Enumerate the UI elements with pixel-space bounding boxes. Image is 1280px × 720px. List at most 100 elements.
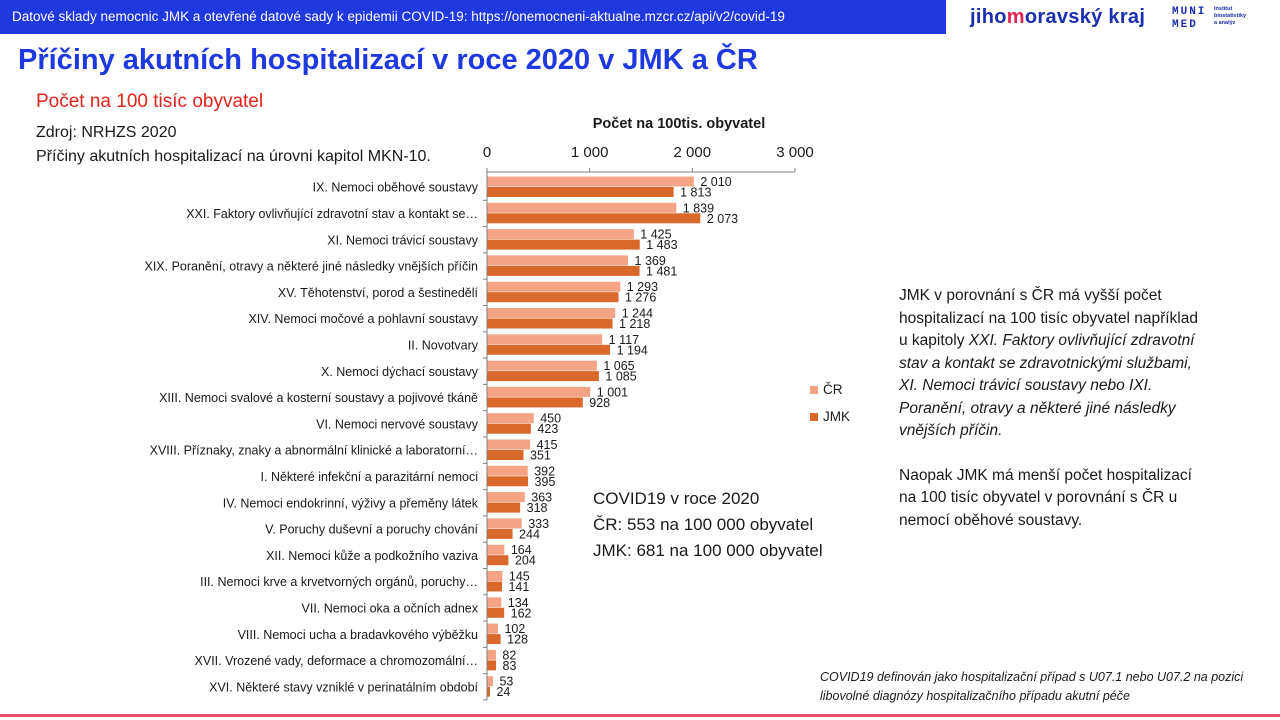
data-label-čr: 1 001 <box>597 385 628 399</box>
bar-jmk <box>487 476 529 487</box>
legend-swatch-čr <box>810 386 818 394</box>
category-label: VIII. Nemoci ucha a bradavkového výběžku <box>238 628 478 642</box>
bar-jmk <box>487 660 497 671</box>
bar-čr <box>487 413 534 424</box>
bar-čr <box>487 176 694 187</box>
data-label-jmk: 2 073 <box>707 212 738 226</box>
chart-title: Počet na 100tis. obyvatel <box>593 116 765 132</box>
category-label: XVII. Vrozené vady, deformace a chromozo… <box>195 654 478 668</box>
data-label-jmk: 351 <box>530 449 551 463</box>
data-label-jmk: 128 <box>507 633 528 647</box>
page-subtitle: Počet na 100 tisíc obyvatel <box>36 91 264 112</box>
category-label: XVI. Některé stavy vzniklé v perinatální… <box>209 680 478 694</box>
muni-institute-logo-text: Institut biostatistiky a analýz <box>1214 6 1247 26</box>
bar-jmk <box>487 371 599 382</box>
category-label: XXI. Faktory ovlivňující zdravotní stav … <box>186 207 478 221</box>
bar-čr <box>487 649 496 660</box>
bottom-divider <box>0 714 1280 717</box>
data-label-čr: 82 <box>502 648 516 662</box>
data-label-jmk: 1 813 <box>680 186 711 200</box>
data-label-jmk: 1 085 <box>605 370 636 384</box>
bar-jmk <box>487 292 619 303</box>
bar-čr <box>487 676 493 687</box>
bar-jmk <box>487 686 490 697</box>
data-label-jmk: 1 483 <box>646 238 677 252</box>
data-label-čr: 1 117 <box>609 333 639 347</box>
bar-jmk <box>487 344 611 355</box>
bar-čr <box>487 229 634 240</box>
data-label-čr: 134 <box>508 596 529 610</box>
bar-jmk <box>487 555 509 566</box>
category-label: XV. Těhotenství, porod a šestinedělí <box>278 286 479 300</box>
category-label: II. Novotvary <box>408 338 479 352</box>
bar-jmk <box>487 634 501 645</box>
legend-label-jmk: JMK <box>823 409 850 424</box>
category-label: X. Nemoci dýchací soustavy <box>321 365 479 379</box>
bar-čr <box>487 571 503 581</box>
data-label-jmk: 204 <box>515 554 536 568</box>
data-label-jmk: 141 <box>508 580 529 594</box>
bar-jmk <box>487 423 531 434</box>
bar-čr <box>487 386 591 397</box>
data-label-čr: 392 <box>534 464 555 478</box>
bar-jmk <box>487 187 674 197</box>
chart-description: Příčiny akutních hospitalizací na úrovni… <box>36 148 431 165</box>
data-label-čr: 1 244 <box>622 307 653 321</box>
x-tick-label: 0 <box>483 144 491 161</box>
data-label-jmk: 162 <box>511 606 532 620</box>
covid-jmk-rate: JMK: 681 na 100 000 obyvatel <box>593 541 823 560</box>
x-tick-label: 2 000 <box>674 144 712 161</box>
bar-čr <box>487 202 677 213</box>
data-label-čr: 1 293 <box>627 280 658 294</box>
data-label-čr: 145 <box>509 570 530 584</box>
bar-jmk <box>487 239 640 250</box>
category-label: XIII. Nemoci svalové a kosterní soustavy… <box>159 391 478 405</box>
bar-čr <box>487 439 531 450</box>
commentary-paragraph-1: JMK v porovnání s ČR má vyšší počet hosp… <box>899 287 1198 439</box>
covid-cr-rate: ČR: 553 na 100 000 obyvatel <box>593 515 814 534</box>
category-label: XIV. Nemoci močové a pohlavní soustavy <box>248 312 478 326</box>
bar-jmk <box>487 581 502 592</box>
bar-čr <box>487 255 629 266</box>
category-label: IV. Nemoci endokrinní, výživy a přeměny … <box>223 496 479 510</box>
data-label-jmk: 83 <box>503 659 517 673</box>
data-label-čr: 102 <box>504 622 525 636</box>
category-label: I. Některé infekční a parazitární nemoci <box>261 470 478 484</box>
bar-čr <box>487 281 621 292</box>
data-label-čr: 1 425 <box>640 228 671 242</box>
bar-jmk <box>487 450 524 460</box>
category-label: III. Nemoci krve a krvetvorných orgánů, … <box>200 575 478 589</box>
data-label-jmk: 24 <box>496 685 510 699</box>
data-label-jmk: 244 <box>519 527 540 541</box>
data-label-čr: 333 <box>528 517 549 531</box>
category-label: VI. Nemoci nervové soustavy <box>316 417 479 431</box>
page-title: Příčiny akutních hospitalizací v roce 20… <box>18 44 758 76</box>
category-label: XII. Nemoci kůže a podkožního vaziva <box>266 549 478 563</box>
covid-summary: COVID19 v roce 2020 ČR: 553 na 100 000 o… <box>593 486 823 564</box>
data-label-jmk: 423 <box>537 422 558 436</box>
bar-čr <box>487 465 528 476</box>
data-label-čr: 164 <box>511 543 532 557</box>
data-label-jmk: 1 218 <box>619 317 650 331</box>
category-label: XVIII. Příznaky, znaky a abnormální klin… <box>150 444 478 458</box>
bar-jmk <box>487 528 513 539</box>
data-label-čr: 1 839 <box>683 201 714 215</box>
x-tick-label: 3 000 <box>776 144 814 161</box>
legend-swatch-jmk <box>810 413 818 421</box>
jmk-logo: jihomoravský kraj <box>970 6 1146 28</box>
data-label-čr: 415 <box>537 438 558 452</box>
bar-čr <box>487 518 522 529</box>
muni-med-logo: MUNI MED <box>1172 6 1207 31</box>
data-label-čr: 363 <box>531 491 552 505</box>
bar-jmk <box>487 397 583 408</box>
data-label-jmk: 1 194 <box>617 343 648 357</box>
data-label-čr: 53 <box>499 675 513 689</box>
bar-čr <box>487 492 525 503</box>
data-label-jmk: 395 <box>535 475 556 489</box>
data-label-čr: 1 065 <box>603 359 634 373</box>
bar-čr <box>487 360 597 371</box>
data-label-jmk: 1 481 <box>646 264 677 278</box>
bar-jmk <box>487 502 521 513</box>
bar-jmk <box>487 265 640 276</box>
covid-heading: COVID19 v roce 2020 <box>593 489 760 508</box>
